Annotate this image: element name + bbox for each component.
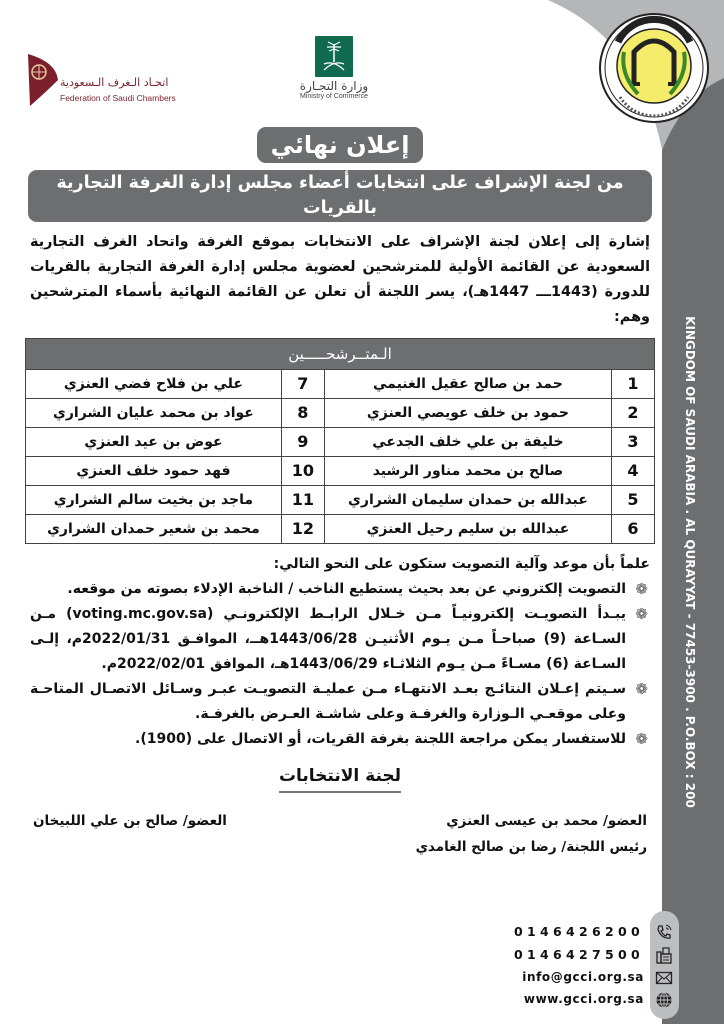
candidate-number: 4 xyxy=(611,456,655,486)
federation-name-en: Federation of Saudi Chambers xyxy=(60,93,176,103)
candidate-name: خليفة بن علي خلف الجدعي xyxy=(323,427,613,457)
table-row: 6 عبدالله بن سليم رحيل العنزي 12 محمد بن شع… xyxy=(25,514,655,544)
committee-signatures: العضو/ محمد بن عيسى العنزي العضو/ صالح ب… xyxy=(33,811,647,857)
fax-number[interactable]: 0146427500 xyxy=(514,947,644,962)
candidate-number: 8 xyxy=(280,398,325,428)
fax-icon xyxy=(656,947,672,964)
candidate-number: 3 xyxy=(611,427,655,457)
candidate-number: 12 xyxy=(280,514,325,544)
email-link[interactable]: info@gcci.org.sa xyxy=(522,970,644,984)
table-row: 1 حمد بن صالح عقيل الغنيمي 7 علي بن فلاح فض… xyxy=(25,369,655,399)
flower-bullet-icon: ❁ xyxy=(635,680,648,698)
note-item: ❁ التصويت إلكتروني عن بعد بحيث يستطيع الن… xyxy=(30,577,650,602)
federation-name-ar: اتحـاد الـغرف الـسعودية xyxy=(60,76,169,89)
intro-paragraph: إشارة إلى إعلان لجنة الإشراف على الانتخا… xyxy=(30,234,650,325)
flower-bullet-icon: ❁ xyxy=(635,580,648,598)
table-row: 2 حمود بن خلف عويصي العنزي 8 عواد بن محمد ع… xyxy=(25,398,655,428)
ministry-name-ar: وزارة التجـارة xyxy=(299,79,369,93)
ministry-name-en: Ministry of Commerce xyxy=(299,93,369,100)
announcement-subtitle: من لجنة الإشراف على انتخابات أعضاء مجلس … xyxy=(28,170,652,222)
candidate-name: عبدالله بن حمدان سليمان الشراري xyxy=(323,485,613,515)
globe-icon xyxy=(656,992,672,1008)
candidate-number: 10 xyxy=(280,456,325,486)
announcement-title: إعلان نهائي xyxy=(256,127,424,163)
notes-lead: علماً بأن موعد وآلية التصويت ستكون على ا… xyxy=(273,556,650,572)
federation-logo: اتحـاد الـغرف الـسعودية Federation of Sa… xyxy=(26,52,186,112)
note-item: ❁ يبـدأ التصويـت إلكترونيـاً مـن خـلال ال… xyxy=(30,602,650,677)
candidate-number: 1 xyxy=(611,369,655,399)
flower-bullet-icon: ❁ xyxy=(635,605,648,623)
candidate-name: ماجد بن بخيت سالم الشراري xyxy=(25,485,282,515)
committee-title: لجنة الانتخابات xyxy=(25,764,655,793)
committee-member-signature: العضو/ محمد بن عيسى العنزي xyxy=(446,813,647,829)
note-item: ❁ سـيتم إعـلان النتائـج بعـد الانتهـاء مـ… xyxy=(30,677,650,727)
candidate-name: صالح بن محمد مناور الرشيد xyxy=(323,456,613,486)
committee-member-signature: العضو/ صالح بن علي اللبيخان xyxy=(33,813,227,829)
candidates-header: الـمتــرشحـــــين xyxy=(25,338,655,370)
note-item: ❁ للاستفسار يمكن مراجعة اللجنة بغرفة القر… xyxy=(30,727,650,752)
flower-bullet-icon: ❁ xyxy=(635,730,648,748)
candidate-name: حمود بن خلف عويصي العنزي xyxy=(323,398,613,428)
envelope-icon xyxy=(655,971,673,985)
candidate-name: محمد بن شعير حمدان الشراري xyxy=(25,514,282,544)
candidate-number: 9 xyxy=(280,427,325,457)
palm-swords-emblem-icon xyxy=(315,36,353,77)
committee-chair-signature: رئيس اللجنة/ رضا بن صالح الغامدي xyxy=(415,839,647,855)
voting-notes: علماً بأن موعد وآلية التصويت ستكون على ا… xyxy=(30,552,650,752)
candidate-number: 5 xyxy=(611,485,655,515)
website-link[interactable]: www.gcci.org.sa xyxy=(523,992,644,1006)
candidate-number: 2 xyxy=(611,398,655,428)
announcement-body: إعلان نهائي من لجنة الإشراف على انتخابات… xyxy=(25,127,655,857)
candidate-number: 6 xyxy=(611,514,655,544)
candidate-name: عوض بن عيد العنزي xyxy=(25,427,282,457)
candidate-number: 11 xyxy=(280,485,325,515)
side-band-address: KINGDOM OF SAUDI ARABIA . AL QURAYYAT - … xyxy=(683,316,697,808)
phone-icon xyxy=(657,924,672,939)
candidate-name: عواد بن محمد عليان الشراري xyxy=(25,398,282,428)
table-row: 3 خليفة بن علي خلف الجدعي 9 عوض بن عيد العن… xyxy=(25,427,655,457)
candidate-name: فهد حمود خلف العنزي xyxy=(25,456,282,486)
candidate-number: 7 xyxy=(280,369,325,399)
federation-emblem-icon xyxy=(28,54,58,106)
chamber-seal-logo xyxy=(599,13,709,123)
candidate-name: عبدالله بن سليم رحيل العنزي xyxy=(323,514,613,544)
phone-number[interactable]: 0146426200 xyxy=(514,924,644,939)
table-row: 5 عبدالله بن حمدان سليمان الشراري 11 ماجد ب… xyxy=(25,485,655,515)
ministry-logo: وزارة التجـارة Ministry of Commerce xyxy=(292,36,376,112)
table-row: 4 صالح بن محمد مناور الرشيد 10 فهد حمود خلف… xyxy=(25,456,655,486)
candidates-table: الـمتــرشحـــــين 1 حمد بن صالح عقيل الغن… xyxy=(25,338,655,544)
candidate-name: حمد بن صالح عقيل الغنيمي xyxy=(323,369,613,399)
candidate-name: علي بن فلاح فضي العنزي xyxy=(25,369,282,399)
